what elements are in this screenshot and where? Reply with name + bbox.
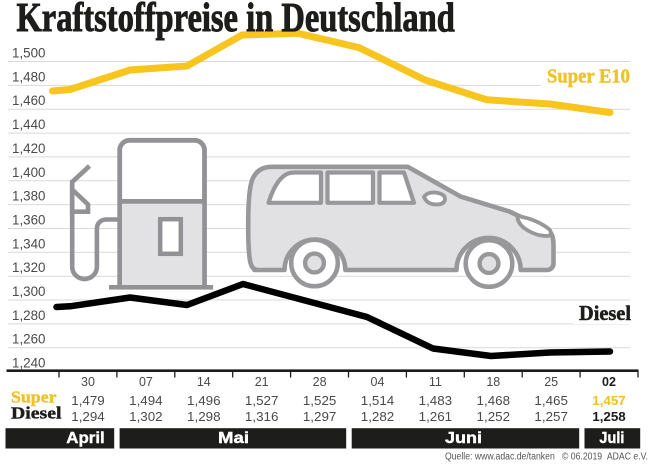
svg-text:11: 11 (429, 375, 442, 389)
svg-text:1,260: 1,260 (12, 332, 46, 347)
svg-text:1,302: 1,302 (129, 409, 163, 424)
svg-text:1,496: 1,496 (187, 393, 221, 408)
svg-text:1,360: 1,360 (12, 213, 46, 228)
svg-text:1,527: 1,527 (245, 393, 279, 408)
svg-text:14: 14 (197, 375, 211, 389)
svg-text:Super E10: Super E10 (547, 66, 630, 88)
svg-text:1,500: 1,500 (12, 46, 46, 61)
svg-text:18: 18 (486, 375, 500, 389)
svg-text:1,483: 1,483 (419, 393, 453, 408)
svg-text:1,380: 1,380 (12, 189, 46, 204)
svg-text:1,297: 1,297 (303, 409, 337, 424)
svg-text:1,320: 1,320 (12, 260, 46, 275)
svg-text:Diesel: Diesel (579, 301, 631, 325)
svg-text:07: 07 (139, 375, 153, 389)
svg-text:30: 30 (81, 375, 95, 389)
svg-text:25: 25 (544, 375, 558, 389)
svg-text:1,282: 1,282 (361, 409, 395, 424)
svg-text:Kraftstoffpreise in Deutschlan: Kraftstoffpreise in Deutschland (17, 0, 456, 41)
svg-text:1,252: 1,252 (477, 409, 511, 424)
svg-text:1,257: 1,257 (534, 409, 568, 424)
svg-text:1,440: 1,440 (12, 117, 46, 132)
svg-text:1,514: 1,514 (361, 393, 395, 408)
svg-text:1,480: 1,480 (12, 69, 46, 84)
svg-text:Super: Super (11, 388, 57, 407)
svg-text:1,400: 1,400 (12, 165, 46, 180)
svg-text:1,457: 1,457 (592, 393, 626, 408)
svg-text:Mai: Mai (218, 430, 249, 447)
svg-text:1,240: 1,240 (12, 356, 46, 371)
svg-text:1,280: 1,280 (12, 308, 46, 323)
svg-text:1,340: 1,340 (12, 236, 46, 251)
svg-text:1,261: 1,261 (419, 409, 453, 424)
svg-text:1,465: 1,465 (534, 393, 568, 408)
svg-text:Diesel: Diesel (11, 404, 62, 423)
svg-text:04: 04 (371, 375, 385, 389)
svg-text:April: April (66, 430, 105, 447)
svg-text:21: 21 (255, 375, 269, 389)
svg-text:1,258: 1,258 (592, 409, 626, 424)
svg-text:Juni: Juni (445, 430, 482, 447)
svg-text:1,494: 1,494 (129, 393, 163, 408)
svg-text:1,468: 1,468 (477, 393, 511, 408)
svg-text:Juli: Juli (599, 430, 624, 447)
svg-text:1,294: 1,294 (71, 409, 105, 424)
svg-text:02: 02 (602, 375, 616, 389)
svg-text:1,525: 1,525 (303, 393, 337, 408)
svg-text:1,479: 1,479 (71, 393, 105, 408)
svg-text:1,316: 1,316 (245, 409, 279, 424)
svg-text:1,298: 1,298 (187, 409, 221, 424)
svg-text:Quelle: www.adac.de/tanken ©: Quelle: www.adac.de/tanken © 06.2019 ADA… (445, 452, 648, 463)
svg-text:1,460: 1,460 (12, 93, 46, 108)
svg-text:28: 28 (313, 375, 327, 389)
svg-text:1,420: 1,420 (12, 141, 46, 156)
svg-text:1,300: 1,300 (12, 284, 46, 299)
